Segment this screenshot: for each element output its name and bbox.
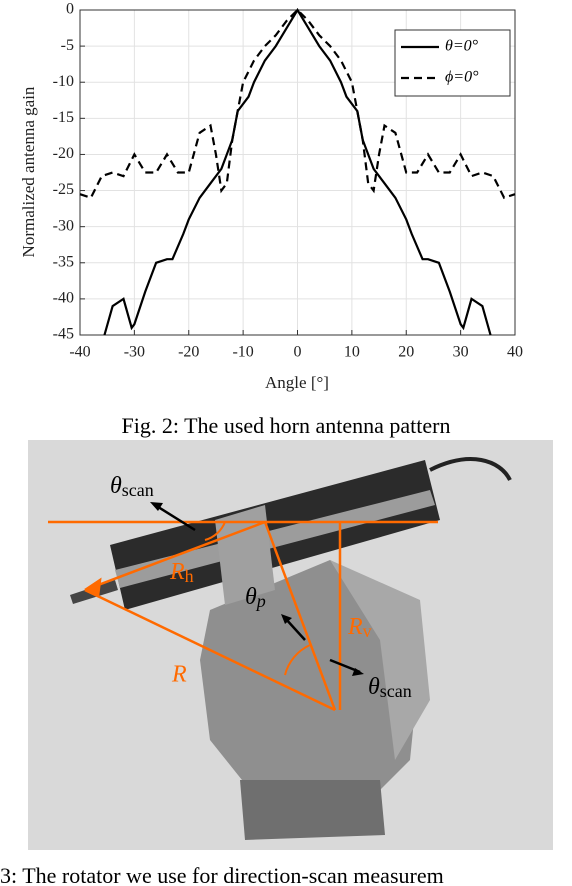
line-series	[79, 8, 516, 200]
y-tick-label: -35	[53, 253, 74, 270]
x-tick-label: 30	[453, 344, 469, 361]
rotator-body	[200, 560, 420, 790]
arm-clamp	[215, 505, 275, 605]
rotator-base	[240, 780, 385, 840]
x-tick-label: -40	[69, 344, 90, 361]
x-tick-label: -30	[124, 344, 145, 361]
angle-arc	[284, 644, 311, 676]
label: θp	[245, 584, 266, 612]
caption: Fig. 2: The used horn antenna pattern	[122, 413, 451, 438]
y-tick-label: -20	[53, 145, 74, 162]
y-axis-label: Normalized antenna gain	[19, 86, 38, 257]
label-subscript: v	[363, 621, 372, 641]
label-symbol: θ	[110, 473, 122, 499]
label-symbol: θ	[245, 584, 257, 610]
arm-band	[115, 490, 435, 588]
label-symbol: R	[347, 614, 363, 640]
label-subscript: scan	[122, 480, 154, 500]
y-tick-label: -10	[53, 73, 74, 90]
cable	[429, 457, 512, 482]
label-subscript: p	[255, 591, 266, 611]
x-tick-label: 40	[507, 344, 523, 361]
label-subscript: scan	[380, 681, 412, 701]
legend-box	[394, 29, 511, 97]
y-tick-label: 0	[66, 1, 74, 18]
x-tick-label: -20	[178, 344, 199, 361]
label-symbol: θ	[368, 674, 380, 700]
photo: θscan Rh θp Rv R θscan	[28, 440, 553, 850]
y-tick-label: -30	[53, 217, 74, 234]
x-axis-label: Angle [°]	[265, 373, 329, 392]
label: θscan	[368, 674, 412, 702]
label: Rv	[347, 614, 372, 642]
label: R	[171, 662, 187, 688]
y-tick-label: -5	[61, 37, 74, 54]
rotator-side	[330, 560, 430, 760]
legend-label: ϕ=0°	[445, 69, 479, 86]
y-tick-label: -15	[53, 109, 74, 126]
x-tick-label: -10	[232, 344, 253, 361]
angle-arc	[204, 521, 226, 541]
geometry-lines	[48, 520, 438, 712]
label: Rh	[169, 559, 194, 587]
label-subscript: h	[185, 566, 194, 586]
arrow-heads	[150, 502, 364, 676]
y-tick-label: -25	[53, 181, 74, 198]
x-tick-label: 10	[344, 344, 360, 361]
y-tick-label: -40	[53, 290, 74, 307]
line-series	[103, 7, 492, 336]
x-tick-label: 20	[398, 344, 414, 361]
label: θscan	[110, 473, 154, 501]
legend-label: θ=0°	[445, 38, 479, 55]
y-tick-label: -45	[53, 326, 74, 343]
label-symbol: R	[169, 559, 185, 585]
x-tick-label: 0	[294, 344, 302, 361]
caption: 3: The rotator we use for direction-scan…	[0, 863, 444, 886]
